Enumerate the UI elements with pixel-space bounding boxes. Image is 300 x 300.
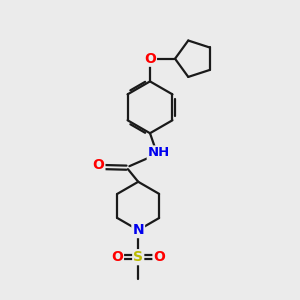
- Text: O: O: [92, 158, 104, 172]
- Text: O: O: [154, 250, 165, 264]
- Text: N: N: [132, 223, 144, 237]
- Text: NH: NH: [148, 146, 170, 159]
- Text: S: S: [133, 250, 143, 264]
- Text: O: O: [111, 250, 123, 264]
- Text: O: O: [144, 52, 156, 66]
